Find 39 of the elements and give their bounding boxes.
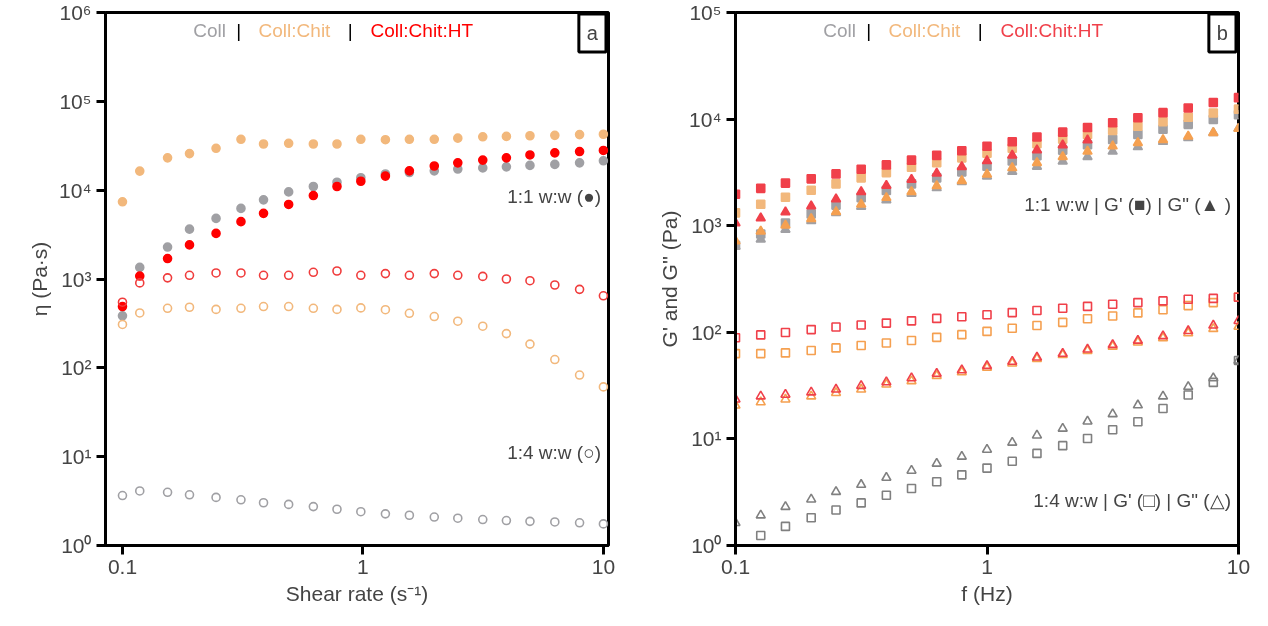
y-tick-label: 10⁶ bbox=[59, 1, 92, 24]
y-tick-label: 10⁴ bbox=[59, 178, 92, 202]
y-tick-label: 10² bbox=[691, 320, 722, 344]
x-tick-label: 1 bbox=[357, 554, 369, 578]
y-tick-label: 10⁰ bbox=[691, 534, 722, 557]
text: Coll bbox=[193, 20, 226, 42]
x-tick-label: 0.1 bbox=[107, 554, 138, 578]
y-tick-label: 10² bbox=[61, 356, 92, 380]
text: Coll:Chit:HT bbox=[370, 20, 474, 42]
y-tick-label: 10³ bbox=[61, 267, 92, 291]
x-tick-label: 10 bbox=[591, 554, 616, 578]
x-tick-label: 1 bbox=[981, 554, 993, 578]
y-tick-label: 10⁵ bbox=[59, 89, 92, 113]
x-axis-title: Shear rate (s⁻¹) bbox=[285, 581, 429, 605]
text: b bbox=[1216, 22, 1228, 45]
y-tick-label: 10¹ bbox=[691, 427, 722, 451]
annotation: | bbox=[977, 20, 983, 42]
annotation: | bbox=[236, 20, 242, 42]
annotation: 1:4 w:w | G' (□) | G" (△) bbox=[1033, 489, 1231, 511]
y-tick-label: 10⁴ bbox=[689, 107, 722, 131]
x-tick-label: 0.1 bbox=[720, 554, 751, 578]
annotation: | bbox=[866, 20, 872, 42]
y-tick-label: 10³ bbox=[691, 214, 722, 238]
x-axis-title: f (Hz) bbox=[961, 581, 1013, 605]
text: a bbox=[586, 22, 599, 45]
annotation: | bbox=[347, 20, 353, 42]
text: Coll:Chit bbox=[258, 20, 332, 42]
annotation: 1:4 w:w (○) bbox=[507, 441, 601, 463]
annotation: 1:1 w:w (●) bbox=[507, 185, 601, 207]
text: Coll:Chit:HT bbox=[1000, 20, 1104, 42]
x-tick-label: 10 bbox=[1226, 554, 1251, 578]
annotation: 1:1 w:w | G' (■) | G" (▲ ) bbox=[1024, 193, 1231, 215]
y-tick-label: 10¹ bbox=[61, 445, 92, 469]
y-tick-label: 10⁵ bbox=[689, 1, 722, 24]
y-axis-title: η (Pa·s) bbox=[28, 241, 52, 317]
y-tick-label: 10⁰ bbox=[61, 534, 92, 557]
text: Coll:Chit bbox=[888, 20, 962, 42]
y-axis-title: G' and G'' (Pa) bbox=[658, 210, 682, 348]
text: Coll bbox=[823, 20, 856, 42]
